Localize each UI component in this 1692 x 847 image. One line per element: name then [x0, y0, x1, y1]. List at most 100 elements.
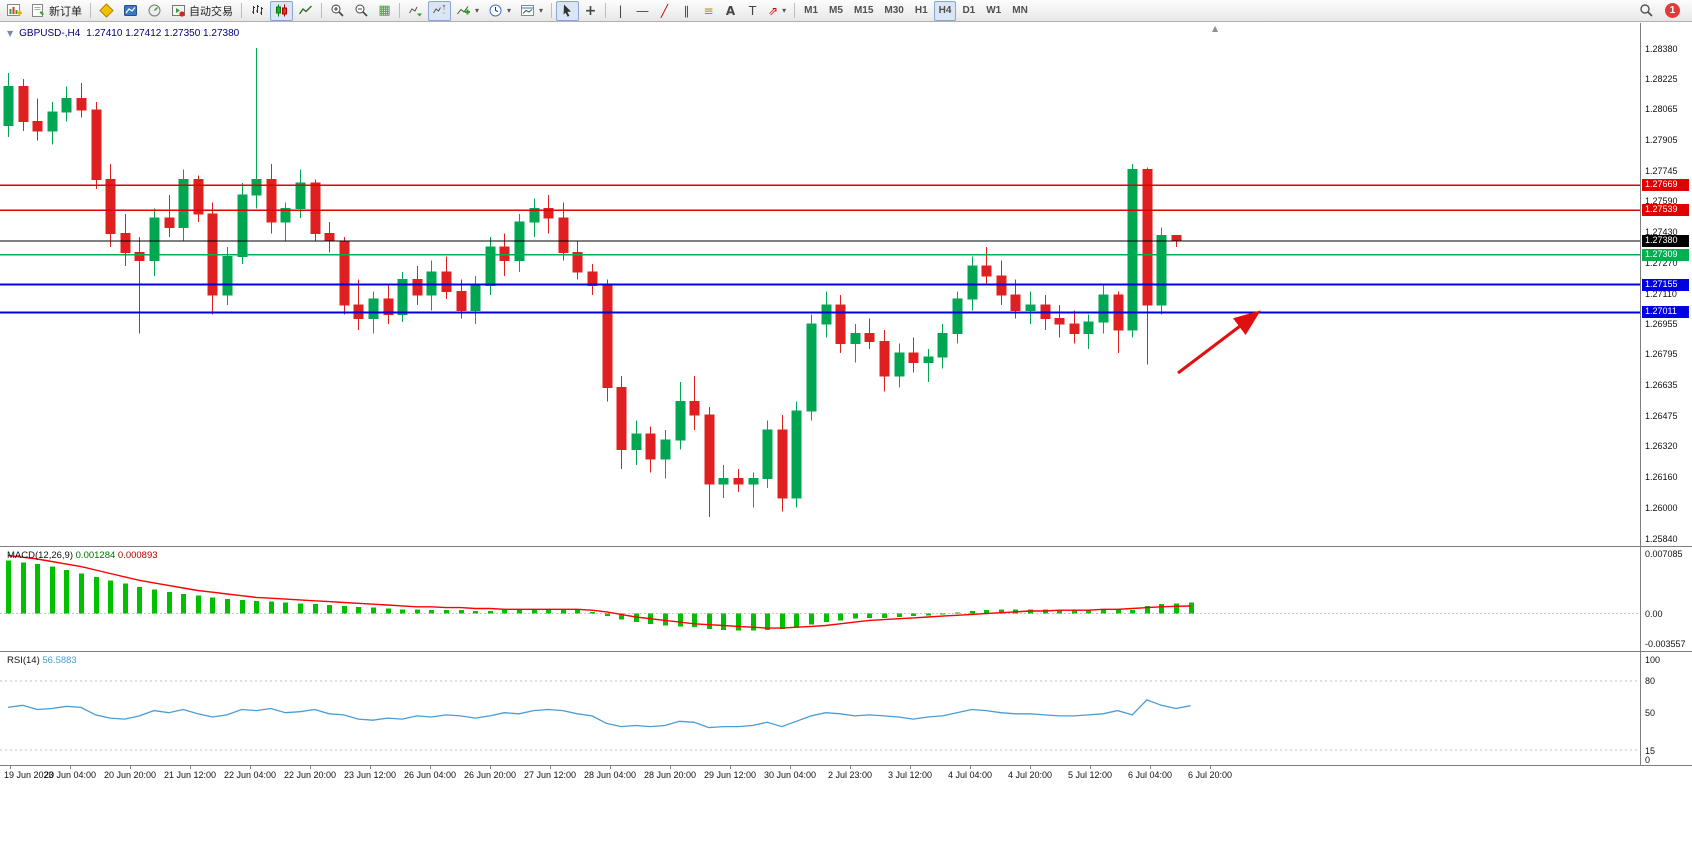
new-chart-button[interactable]	[3, 1, 26, 21]
timeframe-button-h1[interactable]: H1	[910, 1, 933, 21]
text-button[interactable]: A	[720, 1, 741, 21]
time-axis-label: 22 Jun 20:00	[283, 770, 337, 780]
cursor-button[interactable]	[556, 0, 580, 21]
time-axis-label: 21 Jun 12:00	[163, 770, 217, 780]
macd-label: MACD(12,26,9) 0.001284 0.000893	[7, 550, 158, 561]
toolbar-right: 1	[1635, 1, 1689, 21]
rsi-axis-label: 100	[1645, 654, 1661, 665]
time-axis-label: 5 Jul 12:00	[1067, 770, 1113, 780]
strategy-tester-button[interactable]	[143, 1, 166, 21]
time-tick-mark	[70, 766, 71, 769]
horizontal-line-button[interactable]: ―	[632, 1, 653, 21]
dropdown-caret-icon: ▾	[507, 6, 512, 15]
notification-badge[interactable]: 1	[1665, 3, 1680, 18]
crosshair-button[interactable]: +	[580, 1, 601, 21]
bar-chart-button[interactable]	[246, 1, 269, 21]
auto-scroll-button[interactable]	[404, 1, 427, 21]
rsi-canvas[interactable]	[0, 652, 1640, 766]
time-tick-mark	[850, 766, 851, 769]
periods-button[interactable]: ▾	[484, 1, 515, 21]
line-chart-icon	[298, 5, 312, 15]
tile-windows-icon: ▦	[378, 3, 391, 18]
rsi-axis[interactable]: 100 80 50 15 0	[1640, 652, 1692, 765]
timeframe-button-m30[interactable]: M30	[879, 1, 908, 21]
timeframe-button-mn[interactable]: MN	[1007, 1, 1033, 21]
price-chart-panel: ▼ GBPUSD-,H4 1.27410 1.27412 1.27350 1.2…	[0, 23, 1692, 546]
templates-button[interactable]: ▾	[516, 1, 547, 21]
macd-canvas[interactable]	[0, 547, 1640, 652]
zoom-out-button[interactable]	[350, 1, 373, 21]
time-tick-mark	[550, 766, 551, 769]
time-axis-label: 4 Jul 20:00	[1007, 770, 1053, 780]
search-icon	[1640, 4, 1653, 17]
autotrading-label: 自动交易	[189, 5, 233, 18]
new-chart-icon	[7, 4, 22, 16]
time-tick-mark	[970, 766, 971, 769]
trendline-button[interactable]: ╱	[654, 1, 675, 21]
fibonacci-button[interactable]: ≡	[698, 1, 719, 21]
one-click-trading-toggle[interactable]: ▼	[7, 29, 14, 38]
price-axis-label: 1.26635	[1645, 380, 1678, 391]
chart-ohlc-header: ▼ GBPUSD-,H4 1.27410 1.27412 1.27350 1.2…	[7, 28, 239, 39]
autotrading-button[interactable]: 自动交易	[167, 1, 237, 21]
time-axis-label: 30 Jun 04:00	[763, 770, 817, 780]
bar-chart-icon	[252, 5, 263, 15]
rsi-value: 56.5883	[42, 655, 77, 666]
price-chart-canvas[interactable]	[0, 23, 1640, 546]
terminal-button[interactable]	[119, 1, 142, 21]
time-axis-label: 23 Jun 12:00	[343, 770, 397, 780]
chart-symbol-label: GBPUSD-,H4	[19, 28, 81, 39]
chart-shift-button[interactable]	[428, 0, 451, 21]
dropdown-caret-icon: ▾	[475, 6, 480, 15]
time-tick-mark	[910, 766, 911, 769]
price-axis[interactable]: 1.28380 1.28225 1.28065 1.27905 1.27745 1.275…	[1640, 23, 1692, 546]
search-button[interactable]	[1635, 1, 1658, 21]
time-tick-mark	[1210, 766, 1211, 769]
arrows-icon: ⇗	[768, 3, 779, 18]
metaeditor-icon	[99, 3, 114, 18]
metaeditor-button[interactable]	[95, 1, 118, 21]
vertical-line-button[interactable]: |	[610, 1, 631, 21]
time-tick-mark	[1090, 766, 1091, 769]
rsi-name: RSI(14)	[7, 655, 40, 666]
time-axis-label: 27 Jun 12:00	[523, 770, 577, 780]
timeframe-button-h4[interactable]: H4	[933, 0, 957, 21]
tile-windows-button[interactable]: ▦	[374, 1, 395, 21]
text-label-button[interactable]: T	[742, 1, 763, 21]
strategy-tester-icon	[148, 4, 161, 17]
macd-axis[interactable]: 0.007085 0.00 -0.003557	[1640, 547, 1692, 651]
trend-arrow-annotation[interactable]	[1177, 310, 1261, 375]
candles	[3, 48, 1182, 518]
price-axis-label: 1.25840	[1645, 533, 1678, 544]
price-badge-1.27155: 1.27155	[1642, 278, 1689, 291]
price-axis-label: 1.26475	[1645, 411, 1678, 422]
crosshair-icon: +	[584, 2, 597, 19]
new-order-button[interactable]: 新订单	[27, 1, 86, 21]
timeframe-button-w1[interactable]: W1	[981, 1, 1006, 21]
price-axis-label: 1.27590	[1645, 196, 1678, 207]
new-order-label: 新订单	[49, 5, 82, 18]
equidistant-channel-button[interactable]: ∥	[676, 1, 697, 21]
indicators-button[interactable]: ▾	[452, 1, 483, 21]
time-tick-mark	[730, 766, 731, 769]
chart-shift-marker[interactable]: ▲	[1212, 24, 1219, 33]
time-tick-mark	[490, 766, 491, 769]
text-label-icon: T	[748, 3, 757, 18]
line-chart-button[interactable]	[294, 1, 317, 21]
time-tick-mark	[1150, 766, 1151, 769]
trendline-icon: ╱	[660, 3, 669, 18]
price-badge-1.27011: 1.27011	[1642, 306, 1689, 319]
timeframe-button-m5[interactable]: M5	[824, 1, 848, 21]
arrows-button[interactable]: ⇗ ▾	[764, 1, 790, 21]
time-axis[interactable]: 19 Jun 2023 20 Jun 04:00 20 Jun 20:00 21 Ju…	[0, 765, 1692, 785]
time-axis-label: 22 Jun 04:00	[223, 770, 277, 780]
price-axis-label: 1.26160	[1645, 472, 1678, 483]
autotrading-icon	[172, 5, 185, 17]
candlestick-chart-button[interactable]	[270, 0, 293, 21]
timeframe-button-m15[interactable]: M15	[849, 1, 878, 21]
price-axis-label: 1.26320	[1645, 441, 1678, 452]
timeframe-button-m1[interactable]: M1	[799, 1, 823, 21]
timeframe-button-d1[interactable]: D1	[957, 1, 980, 21]
zoom-in-button[interactable]	[326, 1, 349, 21]
